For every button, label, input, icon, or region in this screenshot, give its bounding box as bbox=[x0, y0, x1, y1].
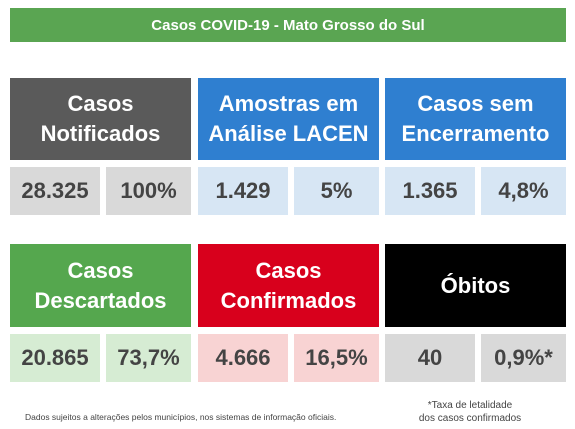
panel-title-line: Descartados bbox=[34, 287, 167, 313]
panel-title: Casos Confirmados bbox=[198, 244, 379, 327]
panel-value: 4,8% bbox=[481, 167, 566, 215]
footnote-line: *Taxa de letalidade bbox=[427, 400, 513, 411]
footnote-line: dos casos confirmados bbox=[418, 413, 522, 424]
panel-title: Casos Notificados bbox=[10, 78, 191, 160]
panel-value: 16,5% bbox=[294, 334, 379, 382]
panel-title-line: Confirmados bbox=[220, 287, 357, 313]
panel-value: 40 bbox=[385, 334, 475, 382]
panel-title-line: Análise LACEN bbox=[208, 121, 369, 146]
panel-title-line: Óbitos bbox=[440, 272, 511, 298]
panel-value: 1.429 bbox=[198, 167, 288, 215]
panel-title-line: Amostras em bbox=[218, 91, 359, 116]
panel-title-line: Casos bbox=[255, 257, 322, 283]
panel-value: 100% bbox=[106, 167, 191, 215]
panel-title: Casos Descartados bbox=[10, 244, 191, 327]
panel-value: 4.666 bbox=[198, 334, 288, 382]
panel-title-line: Casos sem bbox=[417, 91, 534, 116]
panel-title: Casos sem Encerramento bbox=[385, 78, 566, 160]
panel-title-line: Casos bbox=[67, 91, 134, 116]
panel-title: Amostras em Análise LACEN bbox=[198, 78, 379, 160]
panel-title-line: Encerramento bbox=[401, 121, 550, 146]
panel-value: 0,9%* bbox=[481, 334, 566, 382]
panel-title-line: Notificados bbox=[40, 121, 161, 146]
footnote: *Taxa de letalidade dos casos confirmado… bbox=[405, 397, 535, 427]
panel-value: 28.325 bbox=[10, 167, 100, 215]
panel-title: Óbitos bbox=[385, 244, 566, 327]
panel-value: 5% bbox=[294, 167, 379, 215]
disclaimer: Dados sujeitos a alterações pelos municí… bbox=[25, 412, 337, 422]
panel-value: 73,7% bbox=[106, 334, 191, 382]
panel-value: 1.365 bbox=[385, 167, 475, 215]
header-title: Casos COVID-19 - Mato Grosso do Sul bbox=[10, 8, 566, 42]
panel-title-line: Casos bbox=[67, 257, 134, 283]
panel-value: 20.865 bbox=[10, 334, 100, 382]
